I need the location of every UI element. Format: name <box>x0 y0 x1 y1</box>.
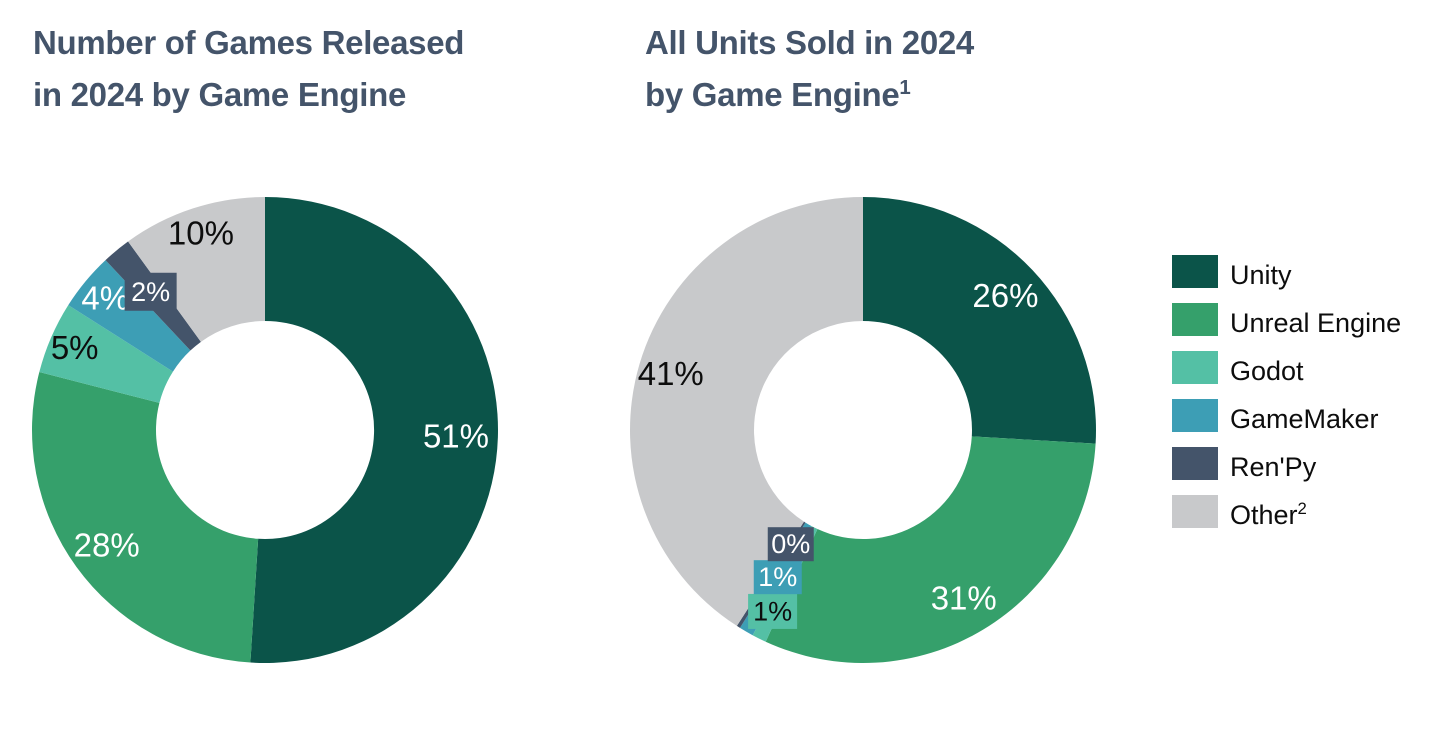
donut-chart-units-sold: 26%31%1%1%0%41% <box>630 197 1097 663</box>
title-line-1: Number of Games Released <box>33 24 465 61</box>
legend-text: Unity <box>1230 259 1292 290</box>
donut-slice-unity <box>863 197 1097 444</box>
legend-label-unity: Unity <box>1230 252 1292 292</box>
donut-slice-unreal-engine <box>32 372 259 663</box>
legend-item-unreal-engine: Unreal Engine <box>1172 303 1401 338</box>
legend-item-renpy: Ren'Py <box>1172 447 1401 482</box>
donut-slice-unity <box>250 197 499 663</box>
label-callout-box-gamemaker <box>753 560 802 595</box>
donut-slice-unreal-engine <box>765 436 1096 663</box>
legend-item-gamemaker: GameMaker <box>1172 399 1401 434</box>
slice-label-unreal-engine: 31% <box>931 579 997 616</box>
title-line-1: All Units Sold in 2024 <box>645 24 974 61</box>
title-text: in 2024 by Game Engine <box>33 76 407 113</box>
legend-label-gamemaker: GameMaker <box>1230 396 1379 436</box>
title-line-2: in 2024 by Game Engine <box>33 65 464 117</box>
slice-label-unity: 26% <box>972 277 1038 314</box>
legend-text: GameMaker <box>1230 403 1379 434</box>
legend-label-renpy: Ren'Py <box>1230 444 1316 484</box>
slice-label-unity: 51% <box>423 418 489 455</box>
donut-chart-games-released: 51% 28% 5% 4% 2% 10% <box>32 197 499 663</box>
legend-swatch-other <box>1172 495 1218 528</box>
legend-text: Other <box>1230 499 1298 530</box>
legend-item-unity: Unity <box>1172 255 1401 290</box>
slice-label-godot: 5% <box>51 329 99 366</box>
legend-text: Ren'Py <box>1230 451 1317 482</box>
legend-text: Godot <box>1230 355 1304 386</box>
legend-item-other: Other2 <box>1172 495 1401 530</box>
slice-label-gamemaker: 1% <box>758 562 797 592</box>
slice-label-other: 10% <box>168 214 234 251</box>
chart-title-games-released: Number of Games Released in 2024 by Game… <box>33 20 464 117</box>
legend-swatch-unreal-engine <box>1172 303 1218 336</box>
footnote-marker: 1 <box>899 76 911 99</box>
label-callout-box-ren-py <box>767 527 814 562</box>
slice-label-ren-py: 0% <box>771 529 810 559</box>
legend-label-other: Other2 <box>1230 492 1307 532</box>
label-callout-box-ren-py <box>124 272 177 311</box>
legend-text: Unreal Engine <box>1230 307 1402 338</box>
legend-swatch-gamemaker <box>1172 399 1218 432</box>
footnote-marker: 2 <box>1297 498 1307 518</box>
slice-label-gamemaker: 4% <box>81 279 129 316</box>
donut-slice-other <box>630 197 863 626</box>
slice-label-ren-py: 2% <box>131 277 170 307</box>
legend-swatch-renpy <box>1172 447 1218 480</box>
legend-label-unreal-engine: Unreal Engine <box>1230 300 1401 340</box>
legend-swatch-godot <box>1172 351 1218 384</box>
chart-title-units-sold: All Units Sold in 2024 by Game Engine1 <box>645 20 974 117</box>
legend-swatch-unity <box>1172 255 1218 288</box>
donut-slice-godot <box>39 305 173 403</box>
legend-item-godot: Godot <box>1172 351 1401 386</box>
slice-label-unreal-engine: 28% <box>74 527 140 564</box>
title-text: by Game Engine <box>645 76 900 113</box>
slice-label-godot: 1% <box>753 596 792 626</box>
title-line-2: by Game Engine1 <box>645 65 974 117</box>
slice-label-other: 41% <box>638 355 704 392</box>
donut-slice-other <box>128 197 265 342</box>
legend: Unity Unreal Engine Godot GameMaker Ren'… <box>1172 255 1401 543</box>
label-callout-box-godot <box>748 593 798 629</box>
legend-label-godot: Godot <box>1230 348 1304 388</box>
donut-slice-gamemaker <box>68 260 191 372</box>
